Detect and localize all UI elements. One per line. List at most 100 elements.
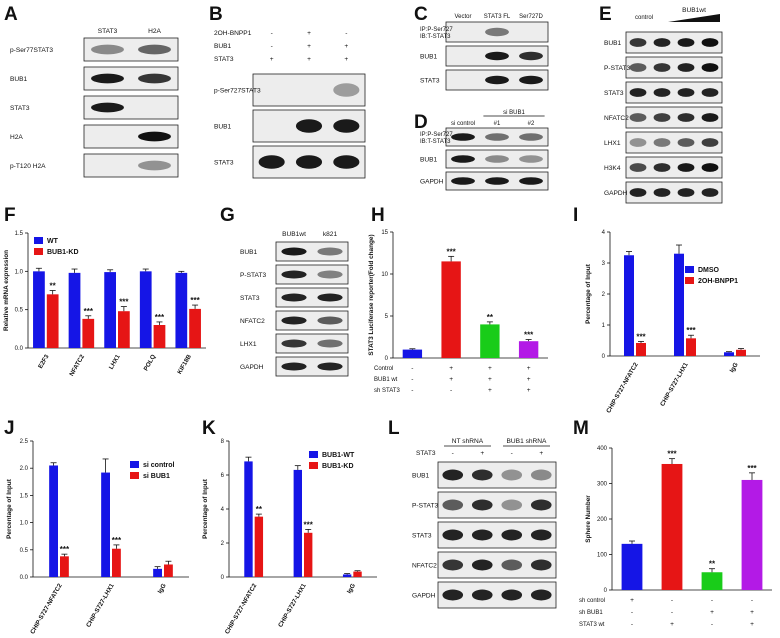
condition-label: 2OH-BNPP1 (214, 30, 252, 37)
condition-mark: - (631, 621, 633, 628)
blot-row-label: P-STAT3 (240, 272, 266, 279)
condition-mark: - (711, 621, 713, 628)
blot-band (629, 88, 647, 97)
bar (244, 461, 253, 577)
bar (736, 349, 746, 356)
blot-row-box (275, 310, 349, 331)
x-tick-label: CHIP-S727-LHX1 (659, 361, 690, 408)
condition-mark: + (750, 621, 754, 628)
chart-panel-h: 0 5 10 15 STAT3 Luciferase reporter(Fold cha… (368, 230, 548, 394)
bar (724, 352, 734, 356)
blot-band (677, 88, 695, 97)
legend-label: si BUB1 (143, 473, 170, 480)
blot-band (471, 499, 493, 511)
blot-row-box (252, 73, 366, 107)
panel-label-g: G (220, 205, 235, 226)
panel-label-a: A (4, 4, 18, 25)
blot-row-label: BUB1 (420, 54, 438, 61)
condition-label: Control (374, 366, 393, 372)
blot-band (653, 38, 671, 47)
blot-band (471, 559, 493, 571)
blot-band (519, 155, 543, 163)
y-tick-label: 400 (597, 446, 608, 452)
condition-mark: - (631, 609, 633, 616)
x-tick-label: IgG (729, 361, 740, 374)
blot-row-label: p-Ser77STAT3 (10, 47, 53, 54)
condition-label: STAT3 (416, 450, 436, 457)
blot-band (281, 270, 307, 279)
y-tick-label: 0 (602, 354, 606, 360)
y-axis-label: STAT3 Luciferase reporter(Fold change) (368, 234, 375, 355)
condition-mark: - (450, 387, 452, 394)
bar (342, 574, 352, 577)
chart-panel-i: 0 1 2 3 4 Percentage of Input *** CHIP-S727-NFA… (585, 230, 760, 414)
blot-row-box (275, 287, 349, 308)
blot-row-label: STAT3 (214, 160, 234, 167)
bar (741, 479, 763, 590)
legend-swatch (34, 237, 43, 244)
blot-row-label: p-Ser727STAT3 (214, 88, 261, 95)
blot-row-label: STAT3 (412, 533, 432, 540)
legend-label: si control (143, 462, 175, 469)
blot-row-label: BUB1 (412, 473, 430, 480)
y-axis-label: Relative mRNA expression (3, 250, 10, 331)
blot-band (451, 177, 475, 185)
blot-band (333, 119, 360, 133)
significance-label: *** (112, 536, 122, 545)
blot-row-label: IP:P-Ser727 (420, 27, 453, 33)
blot-row-box (625, 81, 723, 104)
blot-row-label: STAT3 (240, 295, 260, 302)
group-label: NT shRNA (452, 438, 484, 445)
condition-label: sh STAT3 (374, 388, 400, 394)
condition-mark: - (452, 450, 454, 457)
bar (293, 469, 302, 577)
significance-label: *** (119, 298, 129, 307)
condition-mark: + (630, 597, 634, 604)
blot-band (138, 131, 171, 142)
y-tick-label: 4 (221, 507, 225, 513)
legend-label: DMSO (698, 267, 720, 274)
blot-row-box (625, 106, 723, 129)
condition-mark: + (527, 365, 531, 372)
blot-band (677, 138, 695, 147)
condition-mark: + (344, 43, 348, 50)
bar (518, 341, 539, 358)
condition-mark: - (345, 30, 347, 37)
x-tick-label: KIF18B (176, 353, 193, 375)
group-label: si BUB1 (503, 110, 525, 116)
blot-band (442, 559, 464, 571)
y-axis-label: Percentage of Input (585, 263, 592, 324)
y-tick-label: 2 (602, 292, 606, 298)
legend-swatch (309, 451, 318, 458)
blot-row-box (625, 131, 723, 154)
blot-band (501, 589, 523, 601)
condition-mark: - (511, 450, 513, 457)
blot-band (317, 362, 343, 371)
blot-band (281, 316, 307, 325)
bar (112, 548, 121, 577)
bar (353, 571, 362, 577)
condition-mark: + (307, 56, 311, 63)
condition-mark: + (527, 376, 531, 383)
significance-label: *** (524, 331, 534, 340)
blot-band (442, 589, 464, 601)
legend-swatch (685, 266, 694, 273)
significance-label: ** (50, 282, 57, 291)
condition-label: STAT3 wt (579, 622, 605, 628)
blot-panel-g: BUB1wt k821 BUB1 P-STAT3 STAT3 NFATC2 LHX1 GAPD… (240, 231, 349, 377)
bar (139, 271, 152, 348)
blot-band (442, 529, 464, 541)
blot-band (653, 188, 671, 197)
blot-row-box (625, 31, 723, 54)
y-tick-label: 2 (221, 541, 225, 547)
blot-band (471, 589, 493, 601)
blot-row-box (275, 356, 349, 377)
blot-band (629, 113, 647, 122)
panel-label-m: M (573, 418, 589, 439)
condition-label: sh BUB1 (579, 610, 603, 616)
blot-band (501, 529, 523, 541)
significance-label: *** (747, 464, 757, 473)
blot-row-box (275, 333, 349, 354)
blot-band (281, 362, 307, 371)
blot-band (485, 177, 509, 185)
